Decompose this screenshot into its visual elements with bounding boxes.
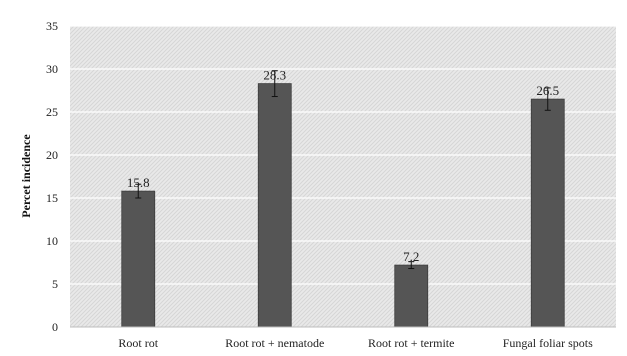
data-label: 26.5 (536, 83, 559, 98)
y-tick-label: 25 (46, 105, 58, 119)
error-bar (135, 183, 142, 199)
y-tick-label: 35 (46, 19, 58, 33)
data-labels: 15.8 28.3 7.2 26.5 (127, 68, 559, 264)
bar (121, 190, 156, 328)
category-label: Root rot + nematode (225, 336, 324, 350)
grid-lines (70, 25, 616, 285)
plot-area (70, 26, 616, 327)
bar (530, 98, 565, 328)
error-bars (135, 70, 551, 270)
error-bar (544, 87, 551, 111)
y-tick-label: 30 (46, 62, 58, 76)
y-axis-ticks: 0 5 10 15 20 25 30 35 (46, 19, 58, 334)
y-tick-label: 10 (46, 234, 58, 248)
y-tick-label: 0 (52, 320, 58, 334)
category-label: Root rot (118, 336, 158, 350)
data-label: 28.3 (263, 68, 286, 83)
bar (257, 83, 292, 328)
category-labels: Root rot Root rot + nematode Root rot + te… (118, 336, 593, 350)
data-label: 15.8 (127, 175, 150, 190)
category-label: Root rot + termite (368, 336, 454, 350)
y-tick-label: 5 (52, 277, 58, 291)
category-label: Fungal foliar spots (503, 336, 593, 350)
error-bar (408, 261, 415, 270)
error-bar (271, 70, 278, 98)
y-tick-label: 20 (46, 148, 58, 162)
y-axis-title: Percet incidence (19, 134, 33, 218)
bar (394, 264, 429, 328)
y-tick-label: 15 (46, 191, 58, 205)
data-label: 7.2 (403, 249, 419, 264)
